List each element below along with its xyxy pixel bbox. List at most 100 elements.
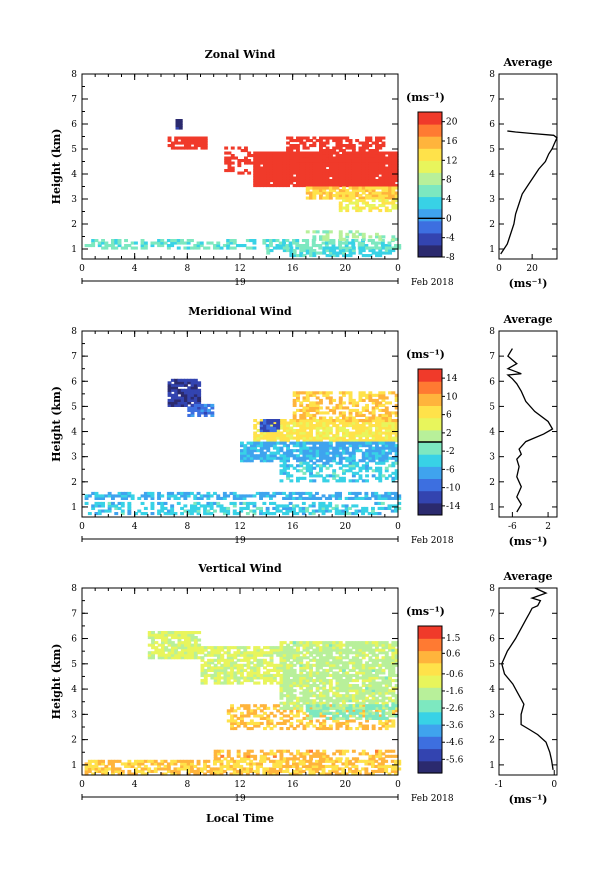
heatmap-cell — [97, 501, 102, 505]
heatmap-cell — [190, 383, 195, 387]
heatmap-cell — [193, 406, 198, 410]
heatmap-cell — [227, 166, 232, 170]
heatmap-cell — [328, 706, 333, 710]
heatmap-cell — [322, 196, 327, 200]
heatmap-cell — [296, 146, 300, 150]
heatmap-cell — [259, 759, 263, 763]
heatmap-cell — [296, 444, 300, 448]
heatmap-cell — [309, 646, 313, 650]
heatmap-cell — [296, 424, 300, 428]
heatmap-cell — [246, 646, 251, 650]
heatmap-cell — [275, 772, 280, 776]
heatmap-cell — [117, 506, 122, 510]
heatmap-cell — [335, 191, 340, 195]
heatmap-cell — [328, 666, 333, 670]
heatmap-cell — [299, 174, 304, 178]
heatmap-cell — [302, 656, 307, 660]
heatmap-cell — [305, 651, 310, 655]
heatmap-cell — [302, 653, 307, 657]
heatmap-cell — [285, 244, 290, 248]
heatmap-cell — [292, 403, 297, 407]
heatmap-cell — [299, 651, 304, 655]
heatmap-cell — [289, 684, 294, 688]
heatmap-cell — [305, 767, 310, 771]
heatmap-cell — [325, 232, 330, 236]
heatmap-cell — [394, 471, 399, 475]
heatmap-cell — [365, 724, 369, 728]
heatmap-cell — [299, 704, 304, 708]
heatmap-cell — [338, 476, 343, 480]
heatmap-cell — [312, 159, 317, 163]
heatmap-cell — [312, 186, 317, 190]
heatmap-cell — [325, 194, 330, 198]
heatmap-cell — [384, 431, 389, 435]
heatmap-cell — [207, 408, 211, 412]
heatmap-cell — [232, 759, 237, 763]
heatmap-cell — [351, 431, 356, 435]
heatmap-cell — [375, 144, 379, 148]
heatmap-cell — [325, 454, 330, 458]
heatmap-cell — [219, 772, 224, 776]
heatmap-cell — [193, 146, 198, 150]
heatmap-cell — [308, 512, 313, 516]
heatmap-cell — [279, 159, 284, 163]
heatmap-cell — [272, 246, 277, 250]
heatmap-cell — [170, 631, 175, 635]
heatmap-cell — [328, 398, 333, 402]
heatmap-cell — [282, 169, 287, 173]
heatmap-cell — [278, 244, 283, 248]
heatmap-cell — [338, 141, 343, 145]
heatmap-cell — [299, 181, 304, 185]
heatmap-cell — [292, 419, 297, 423]
heatmap-cell — [375, 235, 379, 239]
heatmap-cell — [375, 429, 379, 433]
heatmap-cell — [282, 466, 287, 470]
heatmap-cell — [308, 769, 313, 773]
heatmap-cell — [200, 646, 205, 650]
heatmap-cell — [289, 246, 294, 250]
heatmap-cell — [186, 494, 191, 498]
heatmap-cell — [237, 171, 242, 175]
heatmap-cell — [371, 764, 375, 768]
heatmap-cell — [157, 767, 161, 771]
heatmap-cell — [253, 454, 258, 458]
heatmap-cell — [175, 126, 180, 130]
heatmap-cell — [325, 449, 330, 453]
colorbar-tick-label: -10 — [446, 484, 461, 494]
heatmap-cell — [332, 454, 337, 458]
heatmap-cell — [259, 653, 264, 657]
heatmap-cell — [259, 441, 264, 445]
heatmap-cell — [305, 139, 310, 143]
heatmap-cell — [256, 673, 261, 677]
heatmap-cell — [394, 161, 399, 165]
heatmap-cell — [219, 246, 224, 250]
heatmap-cell — [305, 446, 310, 450]
heatmap-cell — [322, 727, 327, 731]
heatmap-cell — [240, 449, 244, 453]
heatmap-cell — [296, 398, 300, 402]
heatmap-cell — [289, 679, 294, 683]
heatmap-cell — [335, 474, 340, 478]
heatmap-cell — [246, 446, 251, 450]
heatmap-cell — [104, 769, 109, 773]
heatmap-cell — [394, 413, 399, 417]
heatmap-cell — [203, 648, 208, 652]
heatmap-cell — [206, 759, 211, 763]
heatmap-cell — [272, 441, 277, 445]
heatmap-cell — [286, 149, 290, 153]
heatmap-cell — [255, 506, 260, 510]
heatmap-cell — [322, 176, 327, 180]
heatmap-cell — [279, 436, 284, 440]
heatmap-cell — [391, 439, 396, 443]
heatmap-cell — [342, 451, 346, 455]
heatmap-cell — [365, 169, 369, 173]
heatmap-cell — [243, 454, 248, 458]
heatmap-cell — [338, 176, 343, 180]
heatmap-cell — [220, 681, 225, 685]
heatmap-cell — [381, 191, 386, 195]
heatmap-cell — [305, 681, 310, 685]
heatmap-cell — [357, 241, 362, 245]
heatmap-cell — [328, 704, 333, 708]
heatmap-cell — [207, 666, 211, 670]
heatmap-cell — [97, 241, 102, 245]
